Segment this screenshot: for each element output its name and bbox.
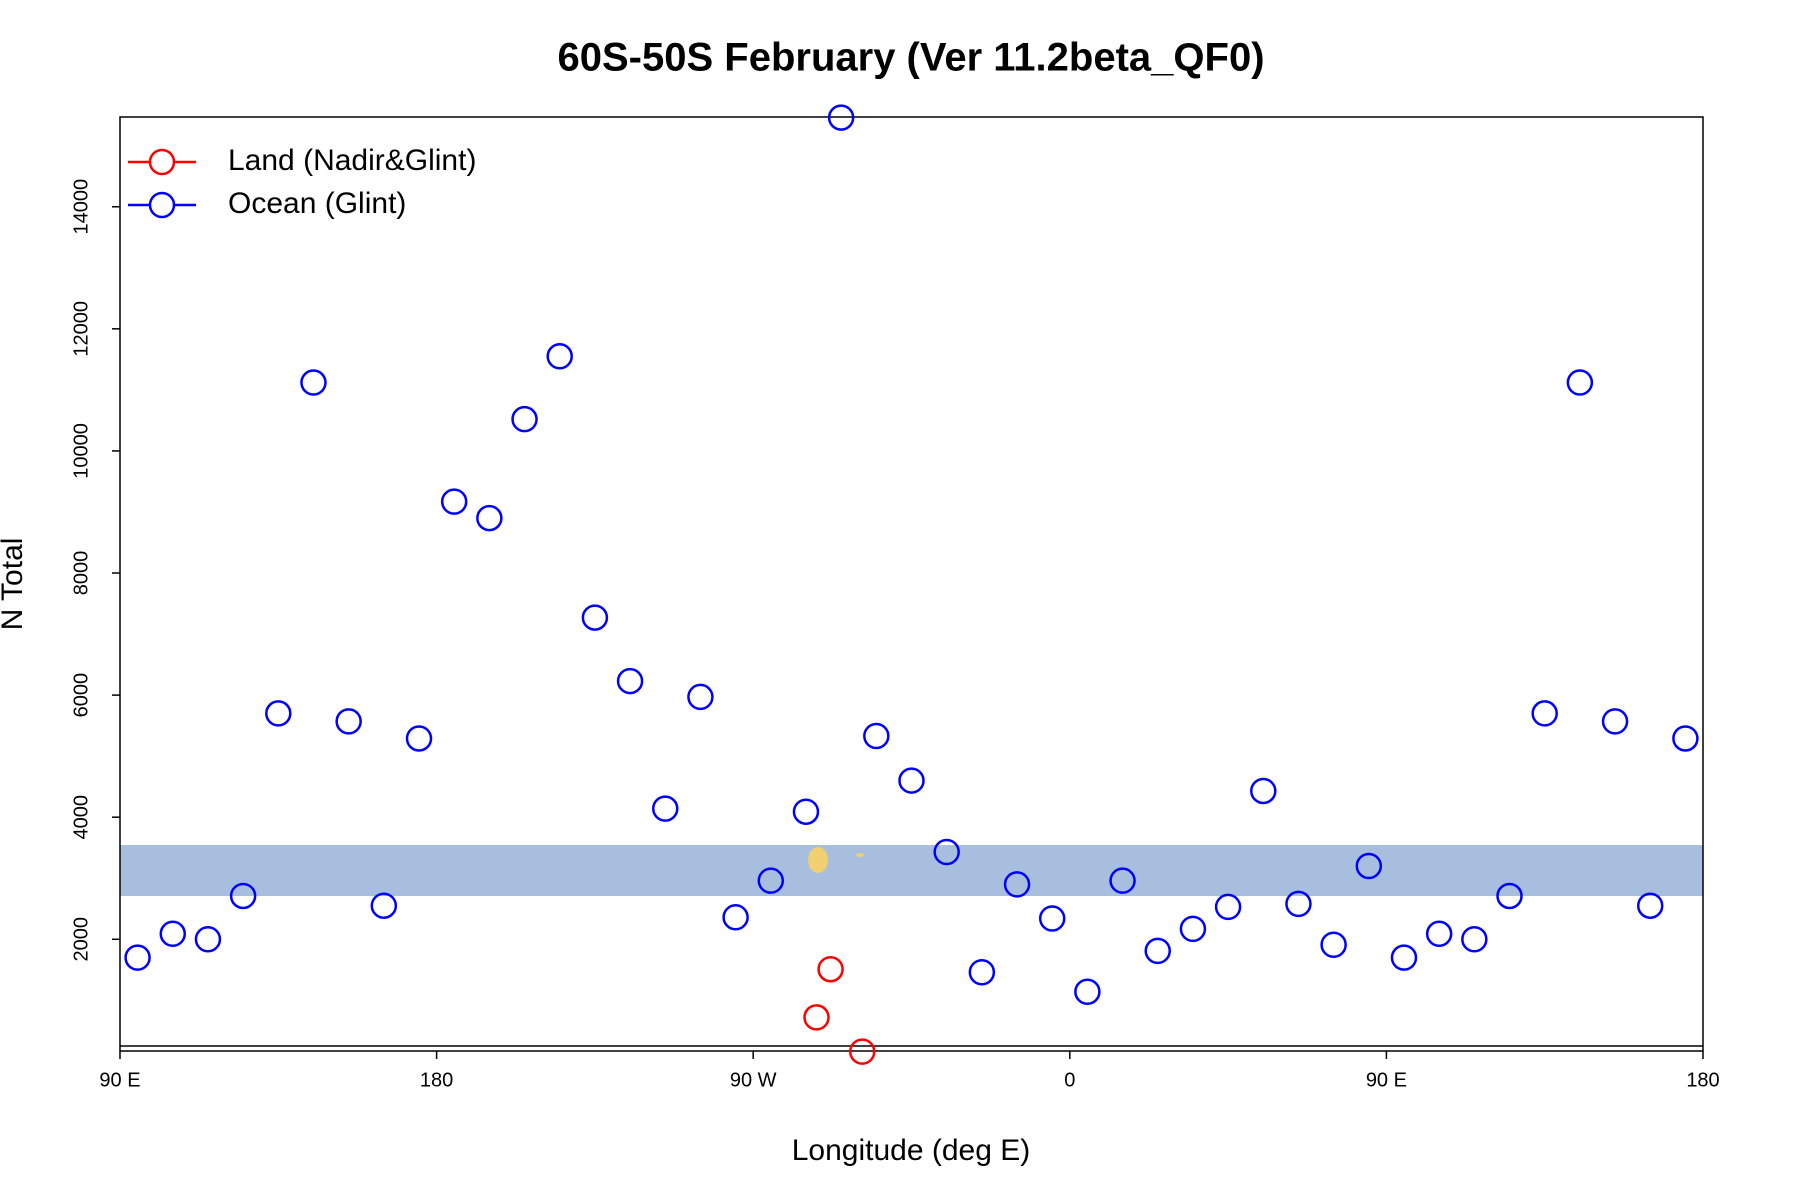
point bbox=[546, 343, 573, 370]
point bbox=[405, 725, 433, 752]
point bbox=[792, 798, 820, 825]
x-tick-label: 90 E bbox=[1366, 1069, 1407, 1091]
point bbox=[1601, 708, 1629, 735]
x-tick-label: 90 W bbox=[730, 1069, 777, 1091]
legend-text: Ocean (Glint) bbox=[228, 187, 406, 220]
point bbox=[124, 944, 151, 971]
point bbox=[1672, 725, 1699, 752]
point bbox=[300, 369, 327, 396]
y-axis-label: N Total bbox=[0, 538, 29, 631]
point bbox=[827, 104, 855, 131]
point bbox=[440, 488, 468, 515]
point bbox=[1214, 893, 1242, 921]
point bbox=[652, 795, 679, 822]
point bbox=[1320, 931, 1347, 959]
point bbox=[1109, 867, 1136, 894]
legend-marker bbox=[148, 191, 176, 219]
y-tick-label: 10000 bbox=[70, 423, 92, 479]
point bbox=[1355, 852, 1383, 880]
chart-title: 60S-50S February (Ver 11.2beta_QF0) bbox=[557, 36, 1264, 80]
x-tick-label: 90 E bbox=[99, 1069, 140, 1091]
point bbox=[581, 604, 609, 631]
point bbox=[335, 708, 362, 735]
point bbox=[1250, 777, 1277, 805]
legend-text: Land (Nadir&Glint) bbox=[228, 144, 476, 177]
y-tick-label: 14000 bbox=[70, 179, 92, 235]
point bbox=[1461, 926, 1488, 953]
x-tick-label: 180 bbox=[420, 1069, 453, 1091]
x-tick-label: 180 bbox=[1686, 1069, 1719, 1091]
x-tick-label: 0 bbox=[1064, 1069, 1075, 1091]
y-tick-label: 8000 bbox=[70, 551, 92, 596]
point bbox=[194, 926, 222, 953]
latitude-band-map bbox=[120, 845, 1703, 896]
point bbox=[863, 722, 890, 750]
point bbox=[757, 867, 785, 894]
point bbox=[1038, 905, 1066, 932]
point bbox=[1144, 937, 1171, 965]
point bbox=[265, 700, 292, 727]
point bbox=[616, 667, 644, 695]
point bbox=[849, 1038, 876, 1065]
land-patch bbox=[856, 853, 864, 857]
point bbox=[159, 920, 187, 948]
x-axis-label: Longitude (deg E) bbox=[792, 1134, 1031, 1167]
y-tick-label: 6000 bbox=[70, 673, 92, 718]
point bbox=[1496, 882, 1523, 910]
point bbox=[1390, 944, 1418, 971]
legend-marker bbox=[148, 148, 176, 176]
point bbox=[1425, 920, 1453, 948]
point bbox=[1003, 871, 1031, 898]
land-patch bbox=[808, 847, 828, 873]
point bbox=[229, 882, 257, 910]
point bbox=[933, 838, 960, 866]
y-tick-label: 2000 bbox=[70, 917, 92, 962]
plot-frame bbox=[119, 116, 1704, 1052]
point bbox=[1074, 978, 1101, 1006]
point bbox=[476, 504, 503, 532]
point bbox=[511, 405, 538, 433]
point bbox=[1636, 892, 1664, 919]
point bbox=[968, 959, 996, 986]
point bbox=[817, 955, 844, 983]
point bbox=[687, 683, 714, 711]
y-tick-label: 12000 bbox=[70, 301, 92, 357]
point bbox=[722, 904, 749, 931]
y-tick-label: 4000 bbox=[70, 795, 92, 840]
point bbox=[1531, 700, 1558, 727]
point bbox=[370, 892, 398, 919]
point bbox=[1566, 369, 1594, 396]
point bbox=[1179, 915, 1207, 943]
point bbox=[1285, 890, 1312, 918]
point bbox=[898, 767, 925, 794]
point bbox=[803, 1004, 830, 1031]
